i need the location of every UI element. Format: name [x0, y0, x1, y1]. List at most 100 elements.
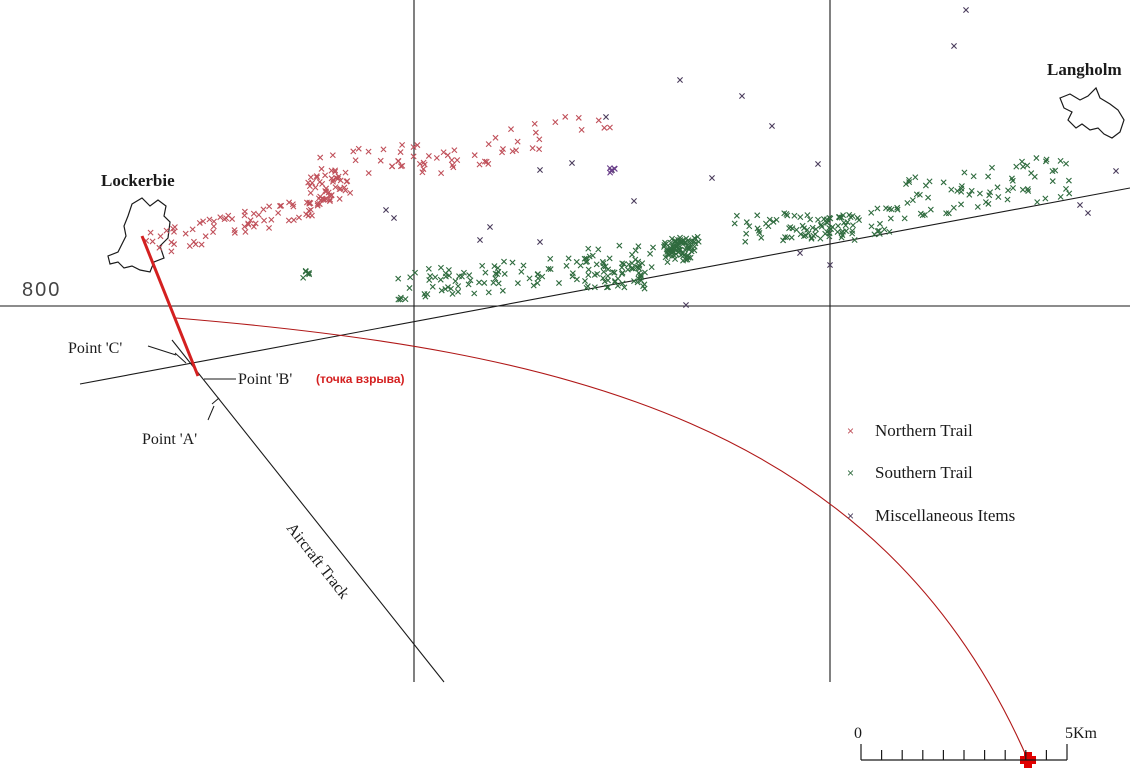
- debris-marker: [1077, 202, 1083, 208]
- debris-marker: [317, 154, 324, 161]
- debris-marker: [537, 239, 543, 245]
- debris-marker: [1065, 177, 1072, 184]
- southern-trail-markers: [300, 155, 1073, 303]
- debris-marker: [1063, 160, 1070, 167]
- debris-marker: [1034, 199, 1041, 206]
- debris-marker: [210, 218, 217, 225]
- debris-marker: [421, 161, 428, 168]
- debris-marker: [518, 268, 525, 275]
- debris-marker: [812, 231, 819, 238]
- debris-marker: [302, 268, 309, 275]
- debris-marker: [919, 212, 926, 219]
- debris-marker: [399, 162, 406, 169]
- debris-marker: [250, 223, 257, 230]
- debris-marker: [437, 276, 444, 283]
- debris-marker: [562, 113, 569, 120]
- debris-marker: [970, 173, 977, 180]
- debris-marker: [444, 284, 451, 291]
- debris-marker: [927, 206, 934, 213]
- debris-marker: [963, 7, 969, 13]
- debris-marker: [395, 275, 402, 282]
- debris-marker: [694, 233, 701, 240]
- debris-marker: [1025, 188, 1032, 195]
- debris-marker: [334, 175, 341, 182]
- debris-marker: [260, 206, 267, 213]
- debris-marker: [780, 237, 787, 244]
- debris-marker: [926, 178, 933, 185]
- point-a-leader: [207, 405, 215, 421]
- debris-marker: [673, 251, 680, 258]
- debris-marker: [637, 274, 644, 281]
- debris-marker: [569, 160, 575, 166]
- debris-marker: [904, 199, 911, 206]
- debris-marker: [1033, 155, 1040, 162]
- debris-marker: [763, 220, 769, 227]
- debris-marker: [247, 217, 254, 224]
- debris-marker: [156, 244, 163, 251]
- debris-marker: [951, 43, 957, 49]
- debris-marker: [995, 194, 1002, 200]
- debris-marker: [514, 138, 521, 145]
- debris-marker: [455, 288, 462, 295]
- debris-marker: [603, 114, 609, 120]
- langholm-town-outline: [1059, 86, 1125, 139]
- debris-marker: [391, 215, 397, 221]
- debris-marker: [300, 274, 307, 281]
- debris-marker: [412, 269, 419, 276]
- debris-marker: [945, 210, 952, 217]
- debris-marker: [471, 290, 478, 297]
- debris-marker: [692, 240, 699, 247]
- debris-marker: [514, 280, 521, 287]
- debris-marker: [901, 215, 908, 222]
- debris-marker: [849, 230, 856, 237]
- debris-marker: [1085, 210, 1091, 216]
- debris-marker: [425, 152, 432, 159]
- debris-marker: [449, 162, 456, 169]
- debris-marker: [261, 217, 268, 224]
- debris-marker: [509, 148, 516, 155]
- debris-marker: [305, 269, 312, 276]
- debris-marker: [171, 228, 177, 235]
- debris-marker: [634, 279, 641, 286]
- debris-marker: [974, 203, 981, 210]
- debris-marker: [578, 126, 585, 133]
- debris-marker: [743, 219, 750, 226]
- debris-marker: [536, 146, 543, 153]
- debris-marker: [894, 206, 901, 213]
- scale-end-label: 5Km: [1065, 725, 1098, 742]
- debris-marker: [1013, 163, 1020, 170]
- debris-marker: [804, 212, 811, 219]
- debris-marker: [449, 290, 456, 297]
- debris-marker: [648, 264, 655, 271]
- debris-marker: [275, 209, 282, 216]
- debris-marker: [485, 289, 492, 296]
- debris-marker: [987, 189, 994, 196]
- debris-marker: [355, 145, 362, 152]
- debris-marker: [307, 206, 314, 213]
- debris-marker: [950, 204, 957, 211]
- debris-marker: [569, 270, 576, 277]
- debris-marker: [485, 141, 492, 148]
- debris-marker: [318, 165, 325, 172]
- debris-marker: [513, 147, 520, 154]
- debris-marker: [1031, 173, 1038, 180]
- debris-marker: [306, 183, 313, 190]
- debris-marker: [383, 207, 389, 213]
- debris-marker: [186, 243, 193, 249]
- debris-marker: [278, 202, 285, 209]
- debris-marker: [606, 255, 613, 262]
- debris-marker: [586, 253, 593, 260]
- debris-marker: [818, 221, 825, 228]
- debris-marker: [943, 210, 950, 217]
- point-c-tick: [174, 352, 187, 364]
- debris-marker: [545, 265, 552, 272]
- debris-marker: [444, 152, 451, 159]
- debris-marker: [325, 189, 332, 196]
- debris-marker: [476, 279, 483, 286]
- debris-marker: [883, 205, 889, 212]
- debris-marker: [783, 210, 790, 217]
- debris-marker: [585, 266, 592, 273]
- debris-marker: [556, 280, 562, 287]
- debris-marker: [329, 152, 336, 159]
- debris-marker: [635, 258, 642, 265]
